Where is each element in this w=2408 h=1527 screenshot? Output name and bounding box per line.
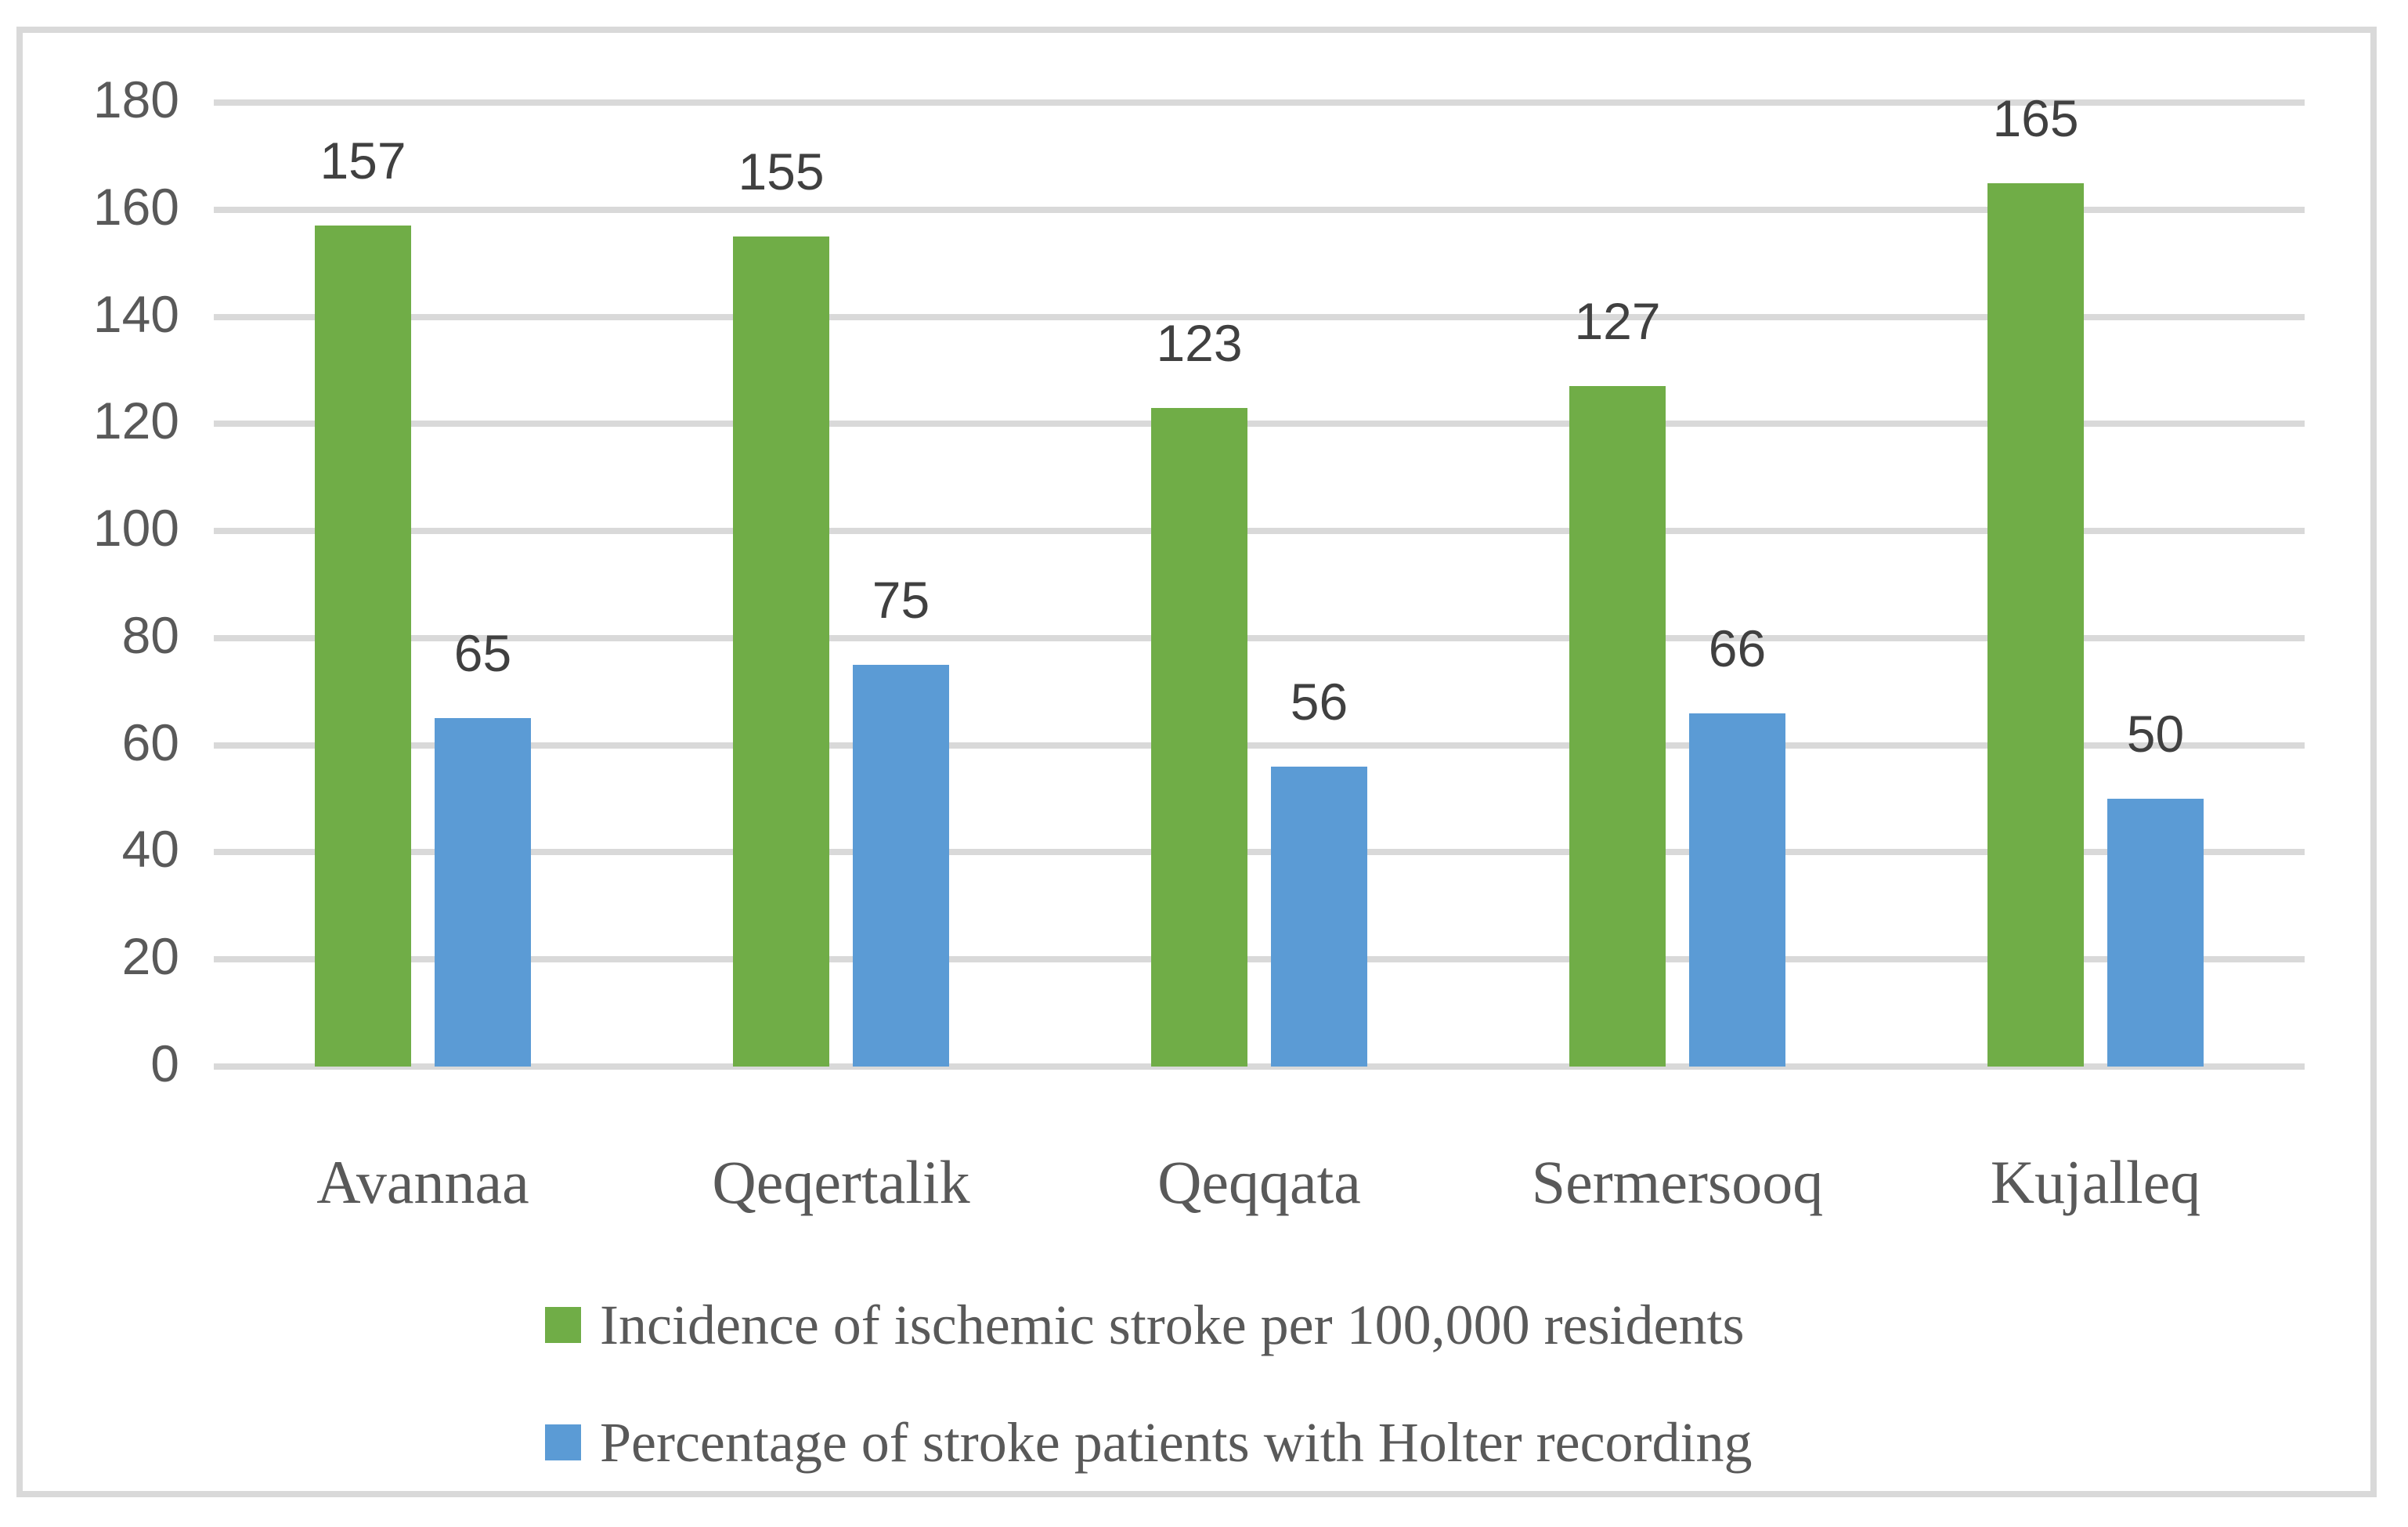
y-tick-label-20: 20 (121, 927, 179, 986)
gridline-y-0 (214, 1063, 2305, 1070)
x-category-label-kujalleq: Kujalleq (1990, 1148, 2201, 1216)
data-label-qeqqata-0: 123 (1156, 313, 1243, 372)
gridline-y-120 (214, 421, 2305, 428)
y-tick-label-120: 120 (92, 392, 179, 450)
data-label-qeqqata-1: 56 (1290, 673, 1348, 731)
gridline-y-20 (214, 956, 2305, 963)
data-label-sermersooq-0: 127 (1574, 292, 1661, 351)
gridline-y-60 (214, 742, 2305, 749)
legend-swatch-icon (545, 1307, 581, 1343)
bar-incidence-avannaa (315, 226, 411, 1067)
legend-label: Incidence of ischemic stroke per 100,000… (600, 1293, 1745, 1356)
bar-incidence-sermersooq (1569, 386, 1666, 1067)
bar-percentage-qeqertalik (853, 665, 949, 1067)
y-tick-label-160: 160 (92, 177, 179, 236)
legend: Incidence of ischemic stroke per 100,000… (545, 1289, 1753, 1524)
data-label-kujalleq-0: 165 (1992, 88, 2079, 147)
x-category-label-avannaa: Avannaa (316, 1148, 529, 1216)
legend-entry-1: Percentage of stroke patients with Holte… (545, 1406, 1753, 1478)
data-label-qeqertalik-0: 155 (738, 142, 825, 200)
y-tick-label-0: 0 (150, 1034, 179, 1092)
bar-incidence-qeqertalik (733, 236, 829, 1067)
gridline-y-40 (214, 849, 2305, 856)
bar-percentage-sermersooq (1689, 713, 1785, 1067)
bar-percentage-avannaa (435, 718, 531, 1067)
bar-percentage-qeqqata (1271, 767, 1367, 1067)
data-label-kujalleq-1: 50 (2126, 705, 2185, 764)
y-tick-label-40: 40 (121, 820, 179, 879)
legend-swatch-icon (545, 1424, 581, 1460)
chart-border-frame: 157 65 155 75 123 56 127 66 165 50 0 20 40 60 80 100 12… (16, 27, 2377, 1497)
bar-incidence-kujalleq (1987, 182, 2084, 1067)
gridline-y-80 (214, 634, 2305, 641)
data-label-avannaa-0: 157 (320, 132, 406, 190)
y-tick-label-100: 100 (92, 499, 179, 558)
legend-label: Percentage of stroke patients with Holte… (600, 1410, 1753, 1474)
x-category-label-qeqqata: Qeqqata (1157, 1148, 1361, 1216)
y-tick-label-180: 180 (92, 70, 179, 128)
x-category-label-sermersooq: Sermersooq (1531, 1148, 1824, 1216)
bar-incidence-qeqqata (1151, 407, 1247, 1067)
y-tick-label-140: 140 (92, 284, 179, 343)
gridline-y-140 (214, 313, 2305, 320)
gridline-y-160 (214, 206, 2305, 213)
data-label-qeqertalik-1: 75 (872, 571, 930, 630)
y-tick-label-80: 80 (121, 605, 179, 664)
y-tick-label-60: 60 (121, 713, 179, 771)
data-label-sermersooq-1: 66 (1708, 619, 1767, 677)
legend-entry-0: Incidence of ischemic stroke per 100,000… (545, 1289, 1753, 1361)
gridline-y-100 (214, 528, 2305, 535)
bar-percentage-kujalleq (2107, 799, 2204, 1067)
x-category-label-qeqertalik: Qeqertalik (712, 1148, 970, 1216)
gridline-y-180 (214, 99, 2305, 106)
data-label-avannaa-1: 65 (453, 624, 512, 683)
plot-area: 157 65 155 75 123 56 127 66 165 50 (214, 89, 2305, 1070)
